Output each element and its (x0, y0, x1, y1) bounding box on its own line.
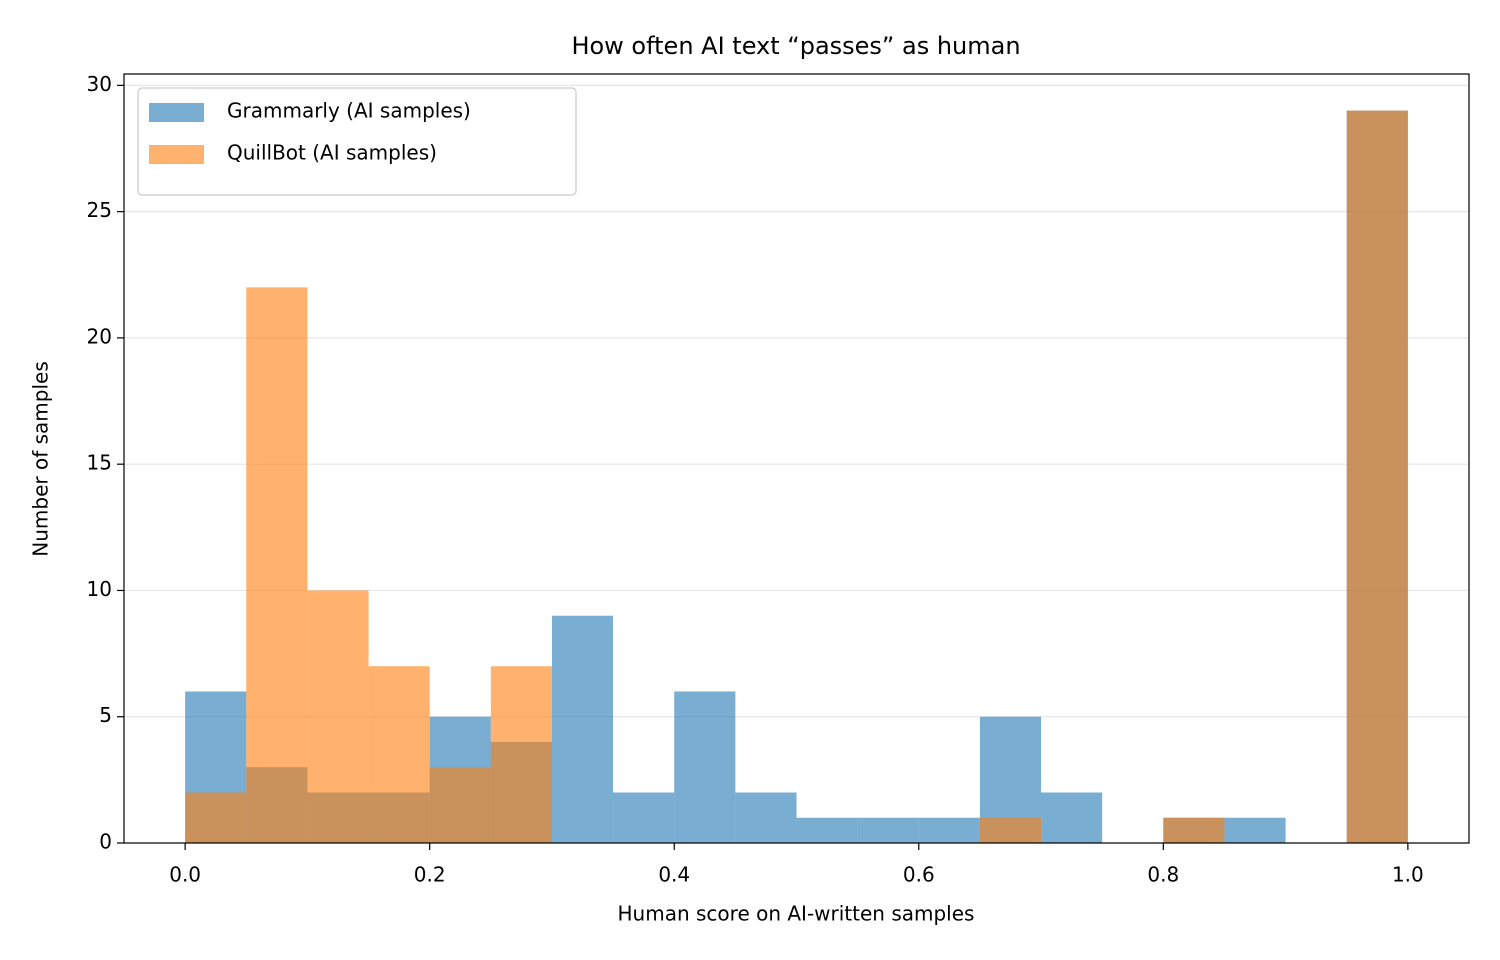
bar (368, 666, 430, 843)
legend-box (137, 87, 577, 196)
legend-label: Grammarly (AI samples) (227, 99, 471, 123)
bar (735, 792, 797, 843)
x-tick-label: 0.8 (1147, 863, 1179, 887)
y-tick-label: 10 (87, 577, 112, 601)
y-axis-label: Number of samples (29, 361, 53, 556)
plot-frame (123, 73, 1470, 844)
bar (1346, 110, 1408, 844)
y-tick-label: 15 (87, 451, 112, 475)
x-tick-label: 1.0 (1392, 863, 1424, 887)
x-axis-label: Human score on AI-written samples (618, 902, 975, 926)
bar (674, 691, 736, 843)
bar (1041, 792, 1103, 843)
bar (490, 666, 552, 843)
bar (857, 817, 919, 843)
y-tick-label: 25 (87, 198, 112, 222)
chart-title: How often AI text “passes” as human (571, 32, 1020, 60)
y-tick-label: 5 (99, 703, 112, 727)
y-tick-label: 30 (87, 72, 112, 96)
legend-swatch (149, 103, 204, 122)
bar (796, 817, 858, 843)
bar (307, 590, 369, 843)
x-tick-label: 0.6 (903, 863, 935, 887)
bar (1163, 817, 1225, 843)
bar (429, 767, 491, 843)
bar (979, 817, 1042, 843)
legend-label: QuillBot (AI samples) (227, 141, 437, 165)
x-tick-label: 0.0 (169, 863, 201, 887)
bar (246, 287, 308, 844)
x-tick-label: 0.2 (414, 863, 446, 887)
bar (1224, 817, 1286, 843)
bar (613, 792, 675, 843)
bar (551, 615, 614, 843)
y-tick-label: 20 (87, 324, 112, 348)
y-tick-label: 0 (99, 830, 112, 854)
x-tick-label: 0.4 (658, 863, 690, 887)
legend-swatch (149, 145, 204, 164)
bar (918, 817, 980, 843)
bar (185, 792, 247, 843)
